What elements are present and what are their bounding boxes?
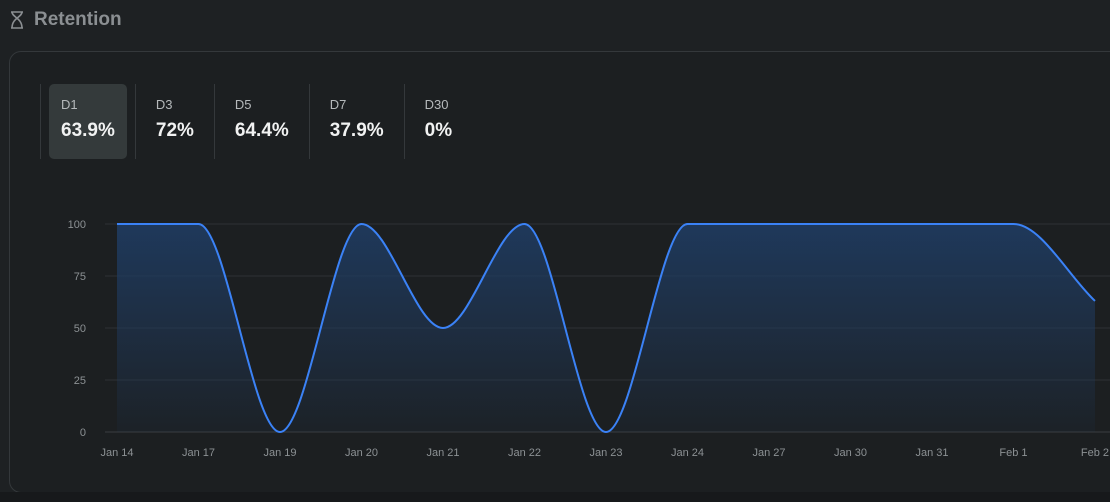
tab-label: D3 bbox=[155, 97, 173, 112]
divider bbox=[403, 84, 405, 159]
x-tick-label: Jan 23 bbox=[589, 447, 622, 459]
tab-d5[interactable]: D5 64.4% bbox=[223, 84, 301, 159]
divider bbox=[134, 84, 136, 159]
y-tick-label: 50 bbox=[74, 323, 86, 335]
tab-value: 72% bbox=[155, 120, 194, 141]
x-tick-label: Feb 1 bbox=[999, 447, 1027, 459]
x-tick-label: Jan 19 bbox=[263, 447, 296, 459]
x-tick-label: Jan 20 bbox=[345, 447, 378, 459]
tab-d7[interactable]: D7 37.9% bbox=[318, 84, 396, 159]
tab-value: 0% bbox=[424, 120, 453, 141]
divider bbox=[308, 84, 310, 159]
retention-tabs: D1 63.9% D3 72% D5 64.4% D7 37.9% D30 0% bbox=[40, 84, 472, 159]
x-tick-label: Jan 22 bbox=[508, 447, 541, 459]
tab-d30[interactable]: D30 0% bbox=[413, 84, 464, 159]
x-tick-label: Jan 17 bbox=[182, 447, 215, 459]
tab-label: D5 bbox=[234, 97, 252, 112]
x-tick-label: Jan 30 bbox=[834, 447, 867, 459]
area-fill bbox=[117, 224, 1095, 432]
tab-value: 37.9% bbox=[329, 120, 384, 141]
x-tick-label: Jan 14 bbox=[100, 447, 133, 459]
divider bbox=[40, 84, 41, 159]
tab-label: D1 bbox=[61, 97, 78, 112]
x-tick-label: Jan 24 bbox=[671, 447, 704, 459]
y-tick-label: 25 bbox=[74, 375, 86, 387]
bottom-bar bbox=[0, 492, 1110, 502]
x-tick-label: Feb 2 bbox=[1081, 447, 1109, 459]
retention-header: Retention bbox=[10, 9, 122, 31]
y-tick-label: 75 bbox=[74, 271, 86, 283]
x-tick-label: Jan 27 bbox=[752, 447, 785, 459]
y-tick-label: 0 bbox=[80, 427, 86, 439]
y-tick-label: 100 bbox=[68, 219, 86, 231]
tab-d3[interactable]: D3 72% bbox=[144, 84, 206, 159]
hourglass-icon bbox=[11, 11, 23, 29]
retention-line bbox=[117, 222, 1096, 434]
tab-value: 63.9% bbox=[61, 120, 115, 141]
x-tick-label: Jan 31 bbox=[915, 447, 948, 459]
tab-label: D30 bbox=[424, 97, 449, 112]
section-title: Retention bbox=[34, 9, 122, 30]
tab-value: 64.4% bbox=[234, 120, 289, 141]
x-tick-label: Jan 21 bbox=[426, 447, 459, 459]
tab-label: D7 bbox=[329, 97, 347, 112]
tab-d1[interactable]: D1 63.9% bbox=[49, 84, 127, 159]
divider bbox=[213, 84, 215, 159]
